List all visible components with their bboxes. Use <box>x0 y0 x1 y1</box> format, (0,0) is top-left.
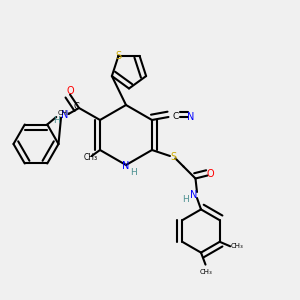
Text: O: O <box>207 169 214 179</box>
Text: H: H <box>130 168 137 177</box>
Text: N: N <box>187 112 195 122</box>
Text: C: C <box>173 112 179 122</box>
Text: CH₃: CH₃ <box>199 269 212 275</box>
Text: H: H <box>182 195 189 204</box>
Text: N: N <box>190 190 198 200</box>
Text: N: N <box>61 110 69 121</box>
Text: S: S <box>116 51 122 61</box>
Text: N: N <box>122 161 130 172</box>
Text: CH₃: CH₃ <box>58 110 70 116</box>
Text: O: O <box>66 86 74 96</box>
Text: C: C <box>73 102 79 111</box>
Text: H: H <box>53 116 60 125</box>
Text: S: S <box>170 152 176 163</box>
Text: CH₃: CH₃ <box>84 153 98 162</box>
Text: CH₃: CH₃ <box>231 243 244 249</box>
